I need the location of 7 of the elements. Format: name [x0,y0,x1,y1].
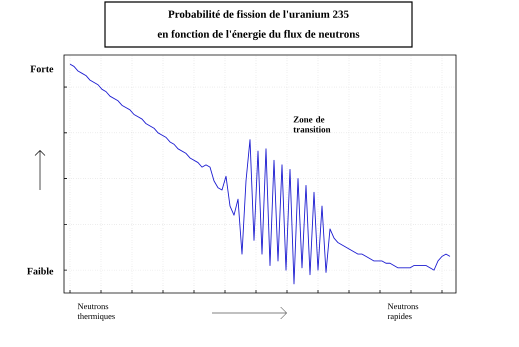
text: Neutrons thermiques [78,304,115,321]
text: Faible [27,267,54,274]
text: Neutrons rapides [388,304,418,321]
text: Forte [30,66,54,72]
chart-subtitle: en fonction de l'énergie du flux de neutrons [158,30,360,40]
annotation: Zone de transition [293,116,330,132]
chart-title: Probabilité de fission de l'uranium 235 [168,10,349,18]
